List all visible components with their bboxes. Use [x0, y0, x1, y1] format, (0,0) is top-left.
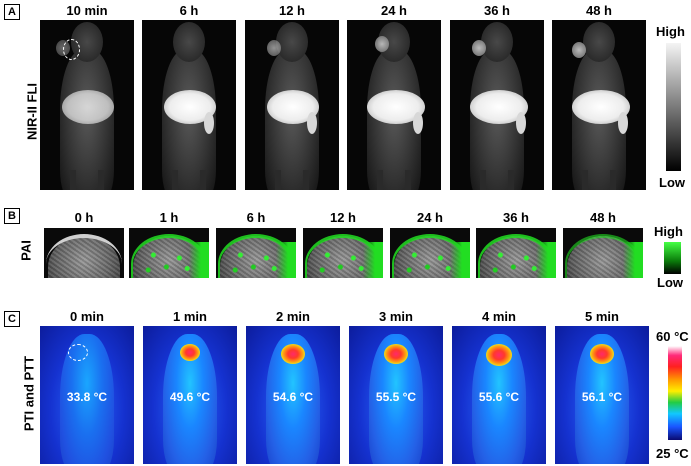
nir-mouse-image	[450, 20, 544, 190]
temperature-label: 55.5 °C	[375, 390, 417, 404]
thermal-mouse-image: 56.1 °C	[555, 326, 649, 464]
time-label: 10 min	[66, 3, 108, 18]
panel-a-nir-ii-fli: A NIR-II FLI 10 min 6 h 12 h 24 h 36 h 4…	[0, 0, 691, 196]
time-label: 0 min	[70, 309, 104, 324]
time-label: 1 min	[173, 309, 207, 324]
time-label: 0 h	[74, 210, 94, 225]
panel-letter-a: A	[4, 4, 20, 20]
thermal-mouse-image: 55.6 °C	[452, 326, 546, 464]
pai-intensity-scale-bar	[664, 242, 681, 274]
pai-tumor-image	[563, 228, 643, 278]
nir-intensity-scale-bar	[666, 43, 681, 171]
time-label: 36 h	[483, 3, 510, 18]
thermal-color-scale-bar	[668, 346, 682, 440]
tumor-roi-circle	[63, 39, 80, 60]
time-label: 2 min	[276, 309, 310, 324]
time-label: 24 h	[416, 210, 443, 225]
temperature-label: 49.6 °C	[169, 390, 211, 404]
side-label-pti-ptt: PTI and PTT	[21, 355, 37, 432]
thermal-scale-high-label: 60 °C	[656, 329, 689, 344]
panel-c-pti-ptt: C PTI and PTT 0 min 1 min 2 min 3 min 4 …	[0, 308, 691, 466]
thermal-mouse-image: 49.6 °C	[143, 326, 237, 464]
temperature-label: 33.8 °C	[66, 390, 108, 404]
time-label: 48 h	[585, 3, 612, 18]
time-label: 4 min	[482, 309, 516, 324]
time-label: 12 h	[329, 210, 356, 225]
pai-tumor-image	[390, 228, 470, 278]
pai-tumor-image	[303, 228, 383, 278]
temperature-label: 54.6 °C	[272, 390, 314, 404]
nir-mouse-image	[142, 20, 236, 190]
nir-mouse-image	[552, 20, 646, 190]
time-label: 24 h	[380, 3, 407, 18]
pai-scale-low-label: Low	[657, 275, 683, 290]
pai-scale-high-label: High	[654, 224, 683, 239]
side-label-pai: PAI	[18, 240, 34, 261]
time-label: 48 h	[589, 210, 616, 225]
thermal-mouse-image: 54.6 °C	[246, 326, 340, 464]
thermal-scale-low-label: 25 °C	[656, 446, 689, 461]
nir-scale-high-label: High	[656, 24, 685, 39]
pai-tumor-image	[44, 228, 124, 278]
panel-letter-b: B	[4, 208, 20, 224]
pai-tumor-image	[216, 228, 296, 278]
time-label: 36 h	[502, 210, 529, 225]
time-label: 3 min	[379, 309, 413, 324]
nir-mouse-image	[40, 20, 134, 190]
nir-mouse-image	[245, 20, 339, 190]
time-label: 5 min	[585, 309, 619, 324]
time-label: 6 h	[179, 3, 199, 18]
thermal-mouse-image: 55.5 °C	[349, 326, 443, 464]
tumor-roi-circle	[68, 344, 88, 361]
temperature-label: 55.6 °C	[478, 390, 520, 404]
pai-tumor-image	[476, 228, 556, 278]
time-label: 6 h	[246, 210, 266, 225]
thermal-mouse-image: 33.8 °C	[40, 326, 134, 464]
side-label-nir-ii-fli: NIR-II FLI	[24, 82, 40, 141]
panel-letter-c: C	[4, 311, 20, 327]
panel-b-pai: B PAI 0 h 1 h 6 h 12 h 24 h 36 h 48 h Hi…	[0, 205, 691, 302]
time-label: 1 h	[159, 210, 179, 225]
nir-mouse-image	[347, 20, 441, 190]
temperature-label: 56.1 °C	[581, 390, 623, 404]
nir-scale-low-label: Low	[659, 175, 685, 190]
time-label: 12 h	[278, 3, 305, 18]
pai-tumor-image	[129, 228, 209, 278]
